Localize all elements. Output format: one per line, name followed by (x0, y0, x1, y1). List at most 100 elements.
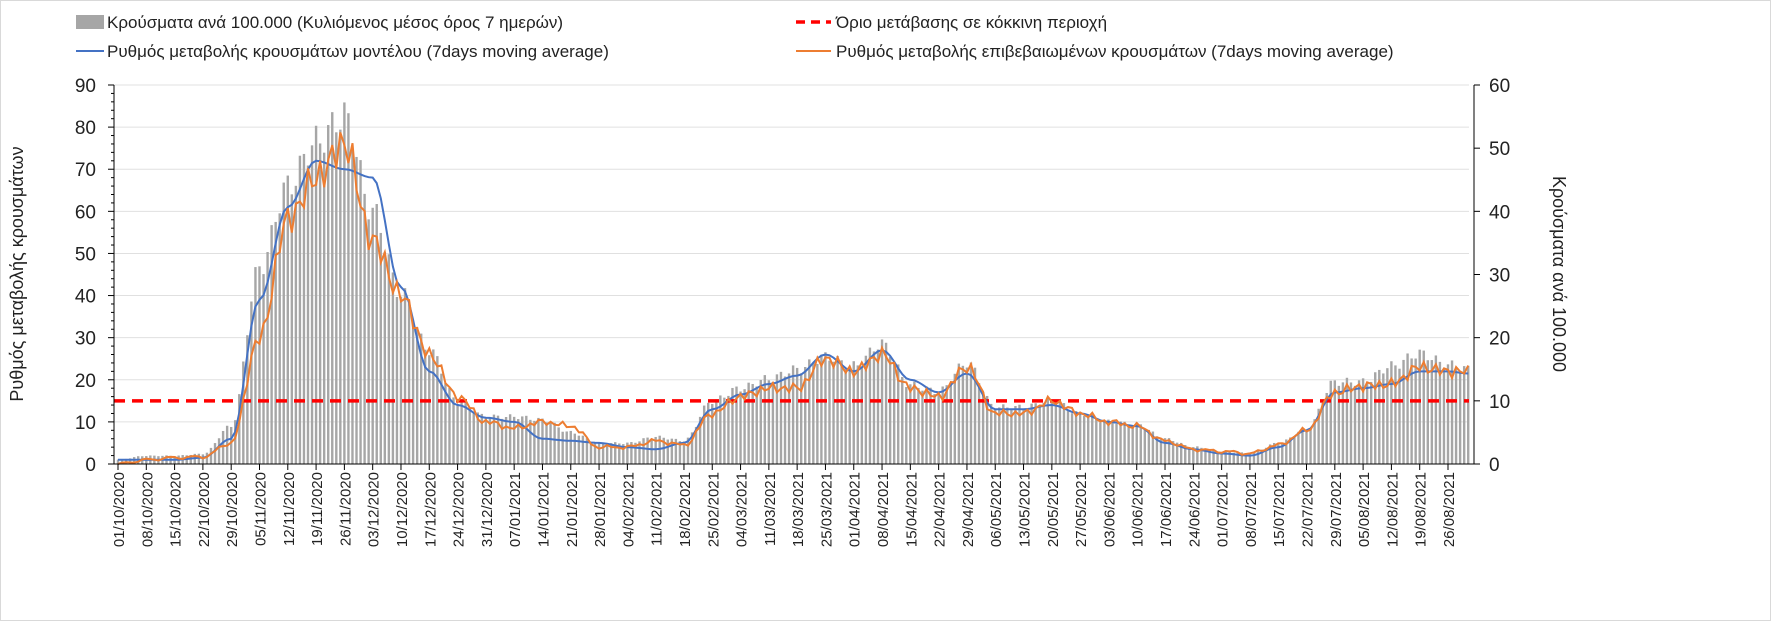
case-bar (824, 352, 827, 464)
case-bar (444, 383, 447, 464)
case-bar (1022, 408, 1025, 464)
case-bar (1442, 369, 1446, 464)
case-bar (476, 412, 479, 464)
y-right-tick-label: 0 (1489, 455, 1500, 476)
case-bar (266, 252, 269, 464)
y-right-tick-label: 40 (1489, 202, 1510, 223)
case-bar (573, 433, 577, 464)
x-tick-label: 22/10/2020 (196, 472, 213, 547)
case-bar (492, 414, 496, 464)
case-bar (508, 414, 512, 464)
case-bar (840, 360, 843, 464)
case-bar (250, 301, 253, 464)
x-tick-label: 04/03/2021 (734, 472, 751, 547)
case-bar (1216, 451, 1219, 464)
case-bar (666, 439, 669, 464)
case-bar (197, 453, 201, 464)
y-axis-right-title: Κρούσματα ανά 100.000 (1549, 176, 1569, 372)
case-bar (1277, 444, 1280, 464)
case-bar (743, 389, 746, 464)
case-bar (1361, 378, 1365, 464)
case-bar (884, 342, 888, 464)
case-bar (1062, 403, 1066, 464)
x-tick-label: 19/11/2020 (309, 472, 326, 546)
case-bar (1394, 365, 1397, 464)
case-bar (1341, 382, 1345, 464)
case-bar (1163, 438, 1167, 464)
case-bar (387, 254, 391, 464)
x-tick-label: 21/01/2021 (564, 472, 581, 547)
case-bar (674, 438, 678, 464)
x-tick-label: 05/11/2020 (252, 472, 269, 546)
x-tick-label: 03/06/2021 (1101, 472, 1118, 547)
case-bar (1378, 369, 1381, 464)
case-bar (411, 322, 415, 464)
x-tick-label: 12/11/2020 (281, 472, 298, 546)
case-bar (375, 204, 378, 465)
case-bar (1054, 404, 1058, 464)
case-bar (464, 400, 467, 464)
case-bar (585, 438, 589, 464)
case-bar (331, 112, 334, 464)
case-bar (339, 129, 342, 464)
case-bar (424, 349, 427, 464)
x-tick-label: 13/05/2021 (1017, 472, 1034, 547)
case-bar (686, 437, 690, 464)
case-bar (791, 365, 795, 464)
case-bar (832, 361, 835, 464)
case-bar (428, 355, 431, 464)
case-bar (395, 297, 399, 464)
x-tick-label: 17/06/2021 (1158, 472, 1175, 547)
case-bar (961, 365, 965, 464)
case-bar (1002, 404, 1005, 464)
case-bar (557, 427, 560, 464)
case-bar (614, 442, 617, 464)
case-bar (1119, 421, 1122, 464)
case-bar (1208, 449, 1211, 464)
x-tick-label: 29/10/2020 (224, 472, 241, 547)
case-bar (1030, 403, 1033, 464)
case-bar (642, 438, 645, 464)
case-bar (1317, 408, 1320, 464)
case-bar (1224, 450, 1227, 464)
case-bar (783, 376, 787, 464)
case-bar (282, 182, 285, 464)
x-tick-label: 29/07/2021 (1328, 472, 1345, 547)
case-bar (1103, 421, 1106, 464)
x-tick-label: 26/08/2021 (1441, 472, 1458, 547)
case-bar (367, 219, 370, 464)
x-tick-label: 11/03/2021 (762, 472, 779, 546)
case-bar (116, 459, 120, 464)
x-tick-label: 31/12/2020 (479, 472, 496, 547)
case-bar (278, 213, 281, 464)
case-bar (347, 113, 350, 464)
case-bar (302, 153, 306, 465)
case-bar (1382, 373, 1385, 464)
case-bar (359, 160, 362, 464)
case-bar (1135, 422, 1138, 464)
x-tick-label: 14/01/2021 (535, 472, 552, 547)
x-tick-label: 15/10/2020 (168, 472, 185, 547)
case-bar (440, 373, 443, 464)
case-bar (856, 365, 859, 464)
case-bar (1337, 385, 1341, 464)
x-tick-label: 24/12/2020 (451, 472, 468, 547)
case-bar (719, 395, 722, 464)
case-bar (238, 394, 241, 464)
x-tick-label: 28/01/2021 (592, 472, 609, 547)
case-bar (488, 418, 492, 464)
case-bar (1297, 431, 1300, 464)
case-bar (1127, 425, 1130, 464)
case-bar (545, 422, 548, 464)
case-bar (799, 373, 803, 464)
case-bar (456, 403, 459, 464)
case-bar (1147, 429, 1151, 464)
case-bar (318, 143, 322, 465)
case-bar (929, 387, 932, 464)
case-bar (820, 354, 823, 464)
case-bar (605, 444, 609, 464)
case-bar (1006, 407, 1009, 464)
confirmed-line (117, 132, 1470, 465)
case-bar (327, 125, 330, 464)
